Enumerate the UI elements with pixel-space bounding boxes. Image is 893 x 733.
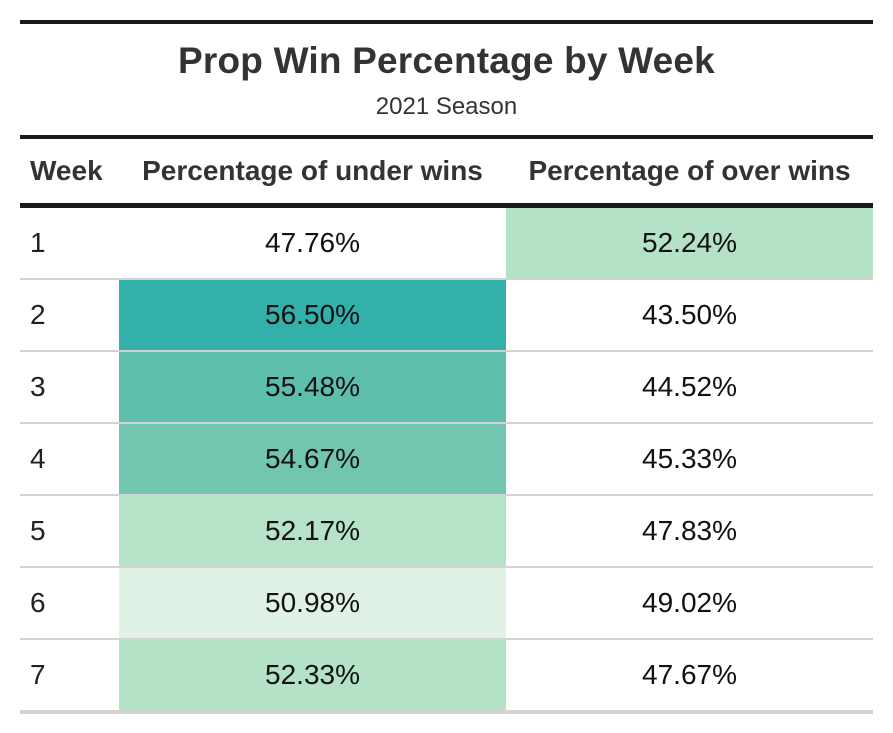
table-row: 5 52.17% 47.83% (20, 495, 873, 568)
under-cell: 47.76% (119, 205, 506, 280)
table-subtitle: 2021 Season (375, 93, 518, 120)
over-cell: 52.24% (506, 205, 873, 280)
table-row: 4 54.67% 45.33% (20, 423, 873, 496)
over-cell: 47.83% (506, 495, 873, 568)
column-header-under: Percentage of under wins (119, 139, 506, 208)
table-title: Prop Win Percentage by Week (178, 40, 715, 81)
prop-win-table: Prop Win Percentage by Week 2021 Season … (20, 20, 873, 714)
header-row: Week Percentage of under wins Percentage… (20, 139, 873, 208)
table-row: 1 47.76% 52.24% (20, 205, 873, 280)
under-cell: 50.98% (119, 567, 506, 640)
over-cell: 43.50% (506, 279, 873, 352)
under-cell: 52.17% (119, 495, 506, 568)
over-cell: 49.02% (506, 567, 873, 640)
week-cell: 4 (20, 423, 119, 496)
under-cell: 56.50% (119, 279, 506, 352)
table-row: 2 56.50% 43.50% (20, 279, 873, 352)
over-cell: 47.67% (506, 639, 873, 714)
week-cell: 3 (20, 351, 119, 424)
week-cell: 1 (20, 205, 119, 280)
column-header-week: Week (20, 139, 119, 208)
week-cell: 7 (20, 639, 119, 714)
over-cell: 44.52% (506, 351, 873, 424)
table-row: 7 52.33% 47.67% (20, 639, 873, 714)
week-cell: 5 (20, 495, 119, 568)
under-cell: 52.33% (119, 639, 506, 714)
week-cell: 6 (20, 567, 119, 640)
week-cell: 2 (20, 279, 119, 352)
column-header-over: Percentage of over wins (506, 139, 873, 208)
table-row: 6 50.98% 49.02% (20, 567, 873, 640)
table-row: 3 55.48% 44.52% (20, 351, 873, 424)
under-cell: 54.67% (119, 423, 506, 496)
top-rule (20, 20, 873, 24)
data-table: Week Percentage of under wins Percentage… (20, 139, 873, 714)
header-rule (20, 135, 873, 139)
under-cell: 55.48% (119, 351, 506, 424)
over-cell: 45.33% (506, 423, 873, 496)
